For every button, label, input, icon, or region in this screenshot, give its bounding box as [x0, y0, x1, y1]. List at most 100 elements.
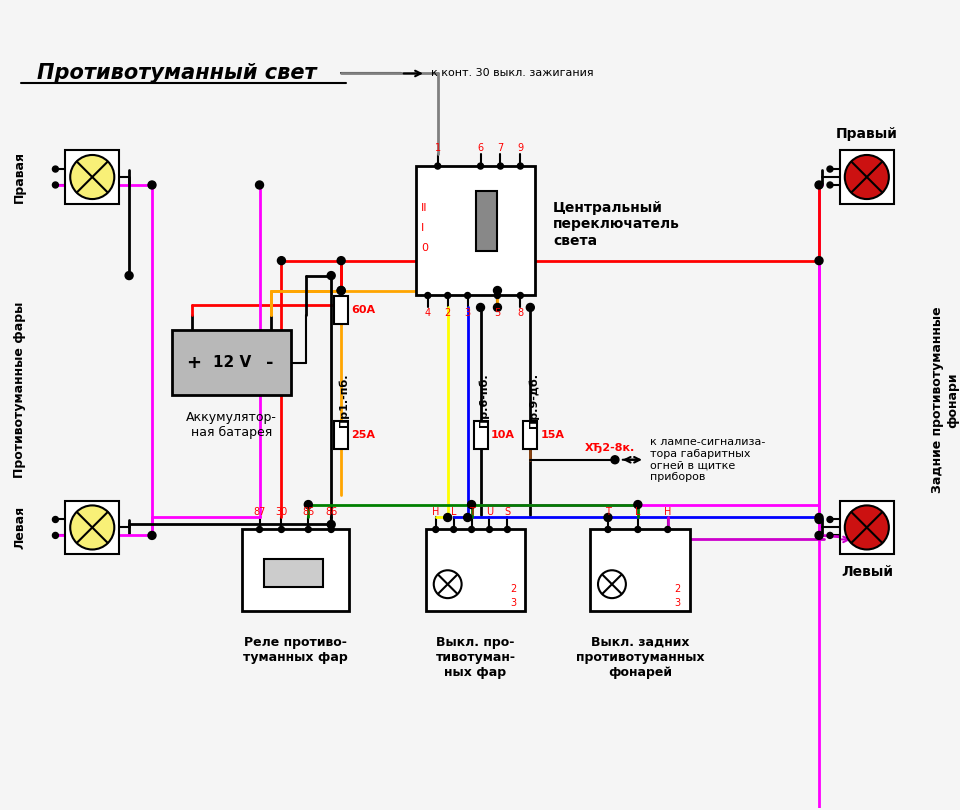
Bar [475, 191, 497, 250]
Circle shape [148, 181, 156, 189]
Text: 87: 87 [253, 506, 266, 517]
Circle shape [494, 292, 500, 298]
Text: I: I [420, 223, 424, 232]
Circle shape [815, 257, 823, 265]
Circle shape [327, 271, 335, 279]
Circle shape [277, 257, 285, 265]
Text: Противотуманные фары: Противотуманные фары [13, 302, 26, 478]
Circle shape [504, 526, 511, 532]
Bar [426, 530, 525, 611]
Circle shape [53, 532, 59, 539]
Text: Выкл. про-
тивотуман-
ных фар: Выкл. про- тивотуман- ных фар [436, 636, 516, 679]
Text: 4: 4 [424, 309, 431, 318]
Circle shape [255, 181, 263, 189]
Circle shape [435, 163, 441, 169]
Text: 2: 2 [511, 584, 516, 595]
Text: 10A: 10A [491, 430, 515, 440]
Text: 3: 3 [675, 598, 681, 608]
Bar [263, 560, 324, 587]
Circle shape [256, 526, 262, 532]
Text: -: - [266, 354, 274, 372]
Circle shape [444, 514, 451, 522]
Circle shape [845, 155, 889, 199]
Circle shape [465, 292, 470, 298]
Circle shape [517, 292, 523, 298]
Bar [590, 530, 689, 611]
Circle shape [70, 155, 114, 199]
Circle shape [337, 287, 346, 295]
Text: 25A: 25A [351, 430, 375, 440]
Text: +: + [186, 354, 202, 372]
Circle shape [815, 515, 823, 523]
Text: Аккумулятор-
ная батарея: Аккумулятор- ная батарея [186, 411, 277, 439]
Circle shape [604, 514, 612, 522]
Text: Пр1.-пб.: Пр1.-пб. [339, 373, 349, 427]
Text: 7: 7 [497, 143, 504, 153]
Circle shape [815, 181, 823, 189]
Circle shape [827, 532, 833, 539]
Bar [334, 296, 348, 324]
Text: 30: 30 [276, 506, 288, 517]
Circle shape [148, 531, 156, 539]
Circle shape [598, 570, 626, 598]
Circle shape [305, 526, 311, 532]
Text: H: H [432, 506, 440, 517]
Text: 6: 6 [477, 143, 484, 153]
Circle shape [53, 166, 59, 172]
Text: ХЂ2-8к.: ХЂ2-8к. [585, 443, 636, 453]
Circle shape [337, 257, 346, 265]
Text: Левый: Левый [841, 565, 893, 579]
Circle shape [497, 163, 503, 169]
Bar [334, 421, 348, 449]
Circle shape [444, 292, 450, 298]
Text: 0: 0 [420, 243, 428, 253]
Circle shape [468, 526, 474, 532]
Text: 85: 85 [302, 506, 315, 517]
Text: Пр.9-дб.: Пр.9-дб. [528, 373, 539, 428]
Circle shape [635, 526, 641, 532]
Circle shape [477, 163, 484, 169]
Circle shape [450, 526, 457, 532]
Circle shape [526, 304, 535, 311]
Circle shape [827, 517, 833, 522]
Text: Задние противотуманные
фонари: Задние противотуманные фонари [931, 307, 959, 493]
Text: L: L [636, 506, 640, 517]
Text: 3: 3 [511, 598, 516, 608]
Circle shape [493, 287, 501, 295]
Bar [840, 501, 894, 554]
Circle shape [434, 570, 462, 598]
Circle shape [827, 166, 833, 172]
Text: S: S [504, 506, 511, 517]
Circle shape [327, 521, 335, 528]
Text: Выкл. задних
противотуманных
фонарей: Выкл. задних противотуманных фонарей [575, 636, 704, 679]
Bar [65, 501, 119, 554]
Text: 5: 5 [494, 309, 500, 318]
Circle shape [424, 292, 431, 298]
Text: 3: 3 [465, 309, 470, 318]
Text: Левая: Левая [13, 506, 26, 549]
Text: Противотуманный свет: Противотуманный свет [37, 63, 317, 83]
Circle shape [433, 526, 439, 532]
Circle shape [328, 526, 334, 532]
Text: Пр.6-пб.: Пр.6-пб. [478, 373, 489, 427]
Bar [523, 421, 538, 449]
Circle shape [517, 163, 523, 169]
Circle shape [464, 514, 471, 522]
Bar [840, 150, 894, 204]
Text: Центральный
переключатель
света: Центральный переключатель света [553, 201, 680, 248]
Circle shape [468, 501, 475, 509]
Circle shape [487, 526, 492, 532]
Text: Правая: Правая [13, 151, 26, 203]
Text: L: L [451, 506, 456, 517]
Text: 1: 1 [435, 143, 441, 153]
Text: Реле противо-
туманных фар: Реле противо- туманных фар [243, 636, 348, 664]
Text: 9: 9 [517, 143, 523, 153]
Text: 86: 86 [325, 506, 337, 517]
Bar [416, 166, 536, 296]
Text: II: II [420, 202, 427, 213]
Text: U: U [486, 506, 493, 517]
Text: Правый: Правый [836, 127, 898, 141]
Text: T: T [468, 506, 474, 517]
Text: 2: 2 [444, 309, 451, 318]
Circle shape [476, 304, 485, 311]
